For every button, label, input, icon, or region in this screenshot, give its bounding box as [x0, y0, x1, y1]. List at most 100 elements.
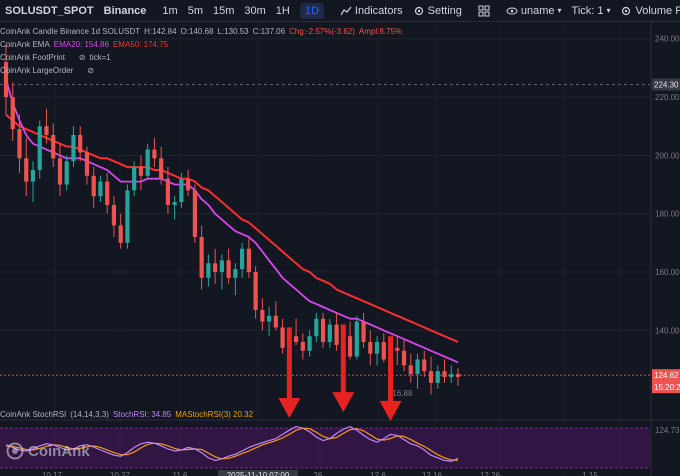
price-chart[interactable]: 116.88 240.00 220.00 200.00 180.00 160.00 140.…	[0, 22, 680, 476]
candle-body	[428, 371, 434, 383]
candle-body	[435, 371, 440, 383]
candle-body	[354, 321, 359, 357]
candle	[347, 321, 353, 360]
timeframe-1h[interactable]: 1H	[275, 4, 290, 17]
timeframe-15m[interactable]: 15m	[212, 4, 235, 17]
time-axis-label: 10.27	[110, 471, 131, 476]
current-price-tag: 124.62 15:20:2	[652, 369, 680, 394]
legend-ema: CoinAnk EMA EMA20: 154.86 EMA50: 174.75	[0, 40, 168, 49]
candle-body	[118, 225, 123, 243]
candle	[442, 359, 447, 383]
gear-icon	[622, 6, 631, 15]
candle-body	[172, 202, 177, 205]
time-axis-label: 12.6	[370, 471, 386, 476]
candle-body	[3, 62, 9, 98]
arrow-head	[332, 392, 355, 413]
legend-open: O:140.68	[180, 27, 214, 36]
time-axis-label: 2025-11-10 07:00	[227, 471, 290, 476]
tick-selector[interactable]: Tick: 1 ▾	[567, 0, 616, 21]
candle	[125, 184, 130, 249]
price-axis-tick: 180.00	[655, 210, 680, 219]
candle-body	[179, 178, 184, 203]
timeframe-1d[interactable]: 1D	[299, 2, 324, 19]
eye-off-icon[interactable]: ⊘	[78, 53, 86, 62]
time-axis-label: 10.17	[42, 471, 63, 476]
candle-body	[186, 178, 191, 191]
symbol-selector[interactable]: SOLUSDT_SPOT	[5, 4, 94, 17]
candle-body	[132, 167, 137, 191]
candle-body	[17, 129, 22, 159]
candle	[455, 368, 461, 386]
time-axis-label: 11.6	[173, 471, 189, 476]
candle-body	[415, 359, 420, 375]
candle-body	[334, 324, 339, 345]
timeframe-1m[interactable]: 1m	[162, 4, 178, 17]
candle-body	[30, 169, 36, 182]
candle	[132, 161, 137, 197]
candle	[267, 307, 272, 337]
candle-body	[138, 167, 144, 176]
legend-close: C:137.06	[252, 27, 286, 36]
exchange-selector[interactable]: Binance	[103, 4, 147, 17]
layout-button[interactable]	[473, 0, 495, 21]
price-axis-tick: 220.00	[655, 93, 680, 102]
tag-bg	[652, 369, 680, 394]
eye-icon	[506, 7, 518, 14]
setting-label: Setting	[427, 4, 462, 17]
grid-layout-icon	[478, 5, 490, 16]
candle-body	[145, 149, 150, 176]
volume-profile-button[interactable]: Volume Profile	[615, 0, 680, 21]
candle	[226, 248, 231, 284]
candle	[165, 167, 171, 214]
timeframe-30m[interactable]: 30m	[244, 4, 266, 17]
chevron-down-icon: ▾	[557, 6, 562, 15]
tag-bg	[652, 78, 680, 91]
candle	[3, 44, 9, 115]
legend-footprint-prefix: CoinAnk FootPrint	[0, 53, 65, 62]
watermark-text: CoinAnk	[28, 442, 90, 460]
setting-button[interactable]: Setting	[408, 0, 467, 21]
candle-body	[280, 327, 285, 348]
eye-off-icon[interactable]: ⊘	[87, 66, 95, 75]
legend-candle: CoinAnk Candle Binance 1d SOLUSDT H:142.…	[0, 27, 402, 36]
candle	[253, 266, 258, 319]
low-price-annotation: 116.88	[389, 389, 413, 398]
red-arrow-annotation	[278, 327, 301, 418]
candle	[10, 82, 15, 141]
countdown-text: 15:20:2	[654, 383, 680, 392]
candle-body	[71, 134, 76, 162]
candle-body	[98, 181, 103, 197]
candle	[307, 330, 312, 357]
timeframe-5m[interactable]: 5m	[187, 4, 203, 17]
candle	[368, 330, 373, 366]
candle-body	[455, 374, 461, 378]
candle-body	[442, 371, 447, 378]
stochrsi-k-line	[5, 425, 459, 463]
candle-body	[300, 342, 305, 351]
tag-text: 124.62	[654, 371, 679, 380]
top-toolbar: SOLUSDT_SPOT Binance 1m 5m 15m 30m 1H 1D…	[0, 0, 680, 22]
legend-ema20: EMA20: 154.86	[53, 40, 109, 49]
legend-footprint: CoinAnk FootPrint ⊘ tick=1	[0, 53, 111, 62]
candle	[293, 318, 299, 345]
candle	[44, 108, 49, 144]
indicators-button[interactable]: Indicators	[335, 0, 408, 21]
candle-body	[253, 272, 258, 310]
candle	[30, 161, 36, 203]
candle	[186, 169, 191, 197]
candle	[300, 333, 305, 360]
candle-body	[91, 175, 96, 197]
arrow-head	[379, 400, 402, 421]
candle	[78, 126, 83, 162]
candle-body	[260, 309, 265, 322]
candle	[118, 213, 123, 249]
candle-body	[361, 321, 366, 343]
candle-body	[314, 318, 319, 337]
candle-body	[240, 248, 245, 270]
candle-body	[246, 248, 251, 273]
candle	[24, 137, 29, 197]
candle	[428, 356, 434, 395]
user-selector[interactable]: uname ▾	[501, 0, 567, 21]
time-axis-label: 26	[314, 471, 323, 476]
candle	[233, 263, 238, 296]
